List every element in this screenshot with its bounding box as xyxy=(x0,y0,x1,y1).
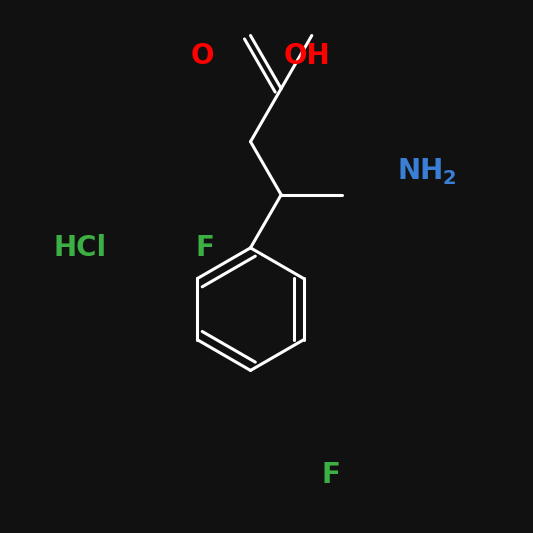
Text: F: F xyxy=(196,234,215,262)
Text: F: F xyxy=(321,462,340,489)
Text: 2: 2 xyxy=(442,168,456,188)
Text: OH: OH xyxy=(283,42,330,70)
Text: HCl: HCl xyxy=(53,234,107,262)
Text: NH: NH xyxy=(397,157,443,184)
Text: O: O xyxy=(191,42,214,70)
